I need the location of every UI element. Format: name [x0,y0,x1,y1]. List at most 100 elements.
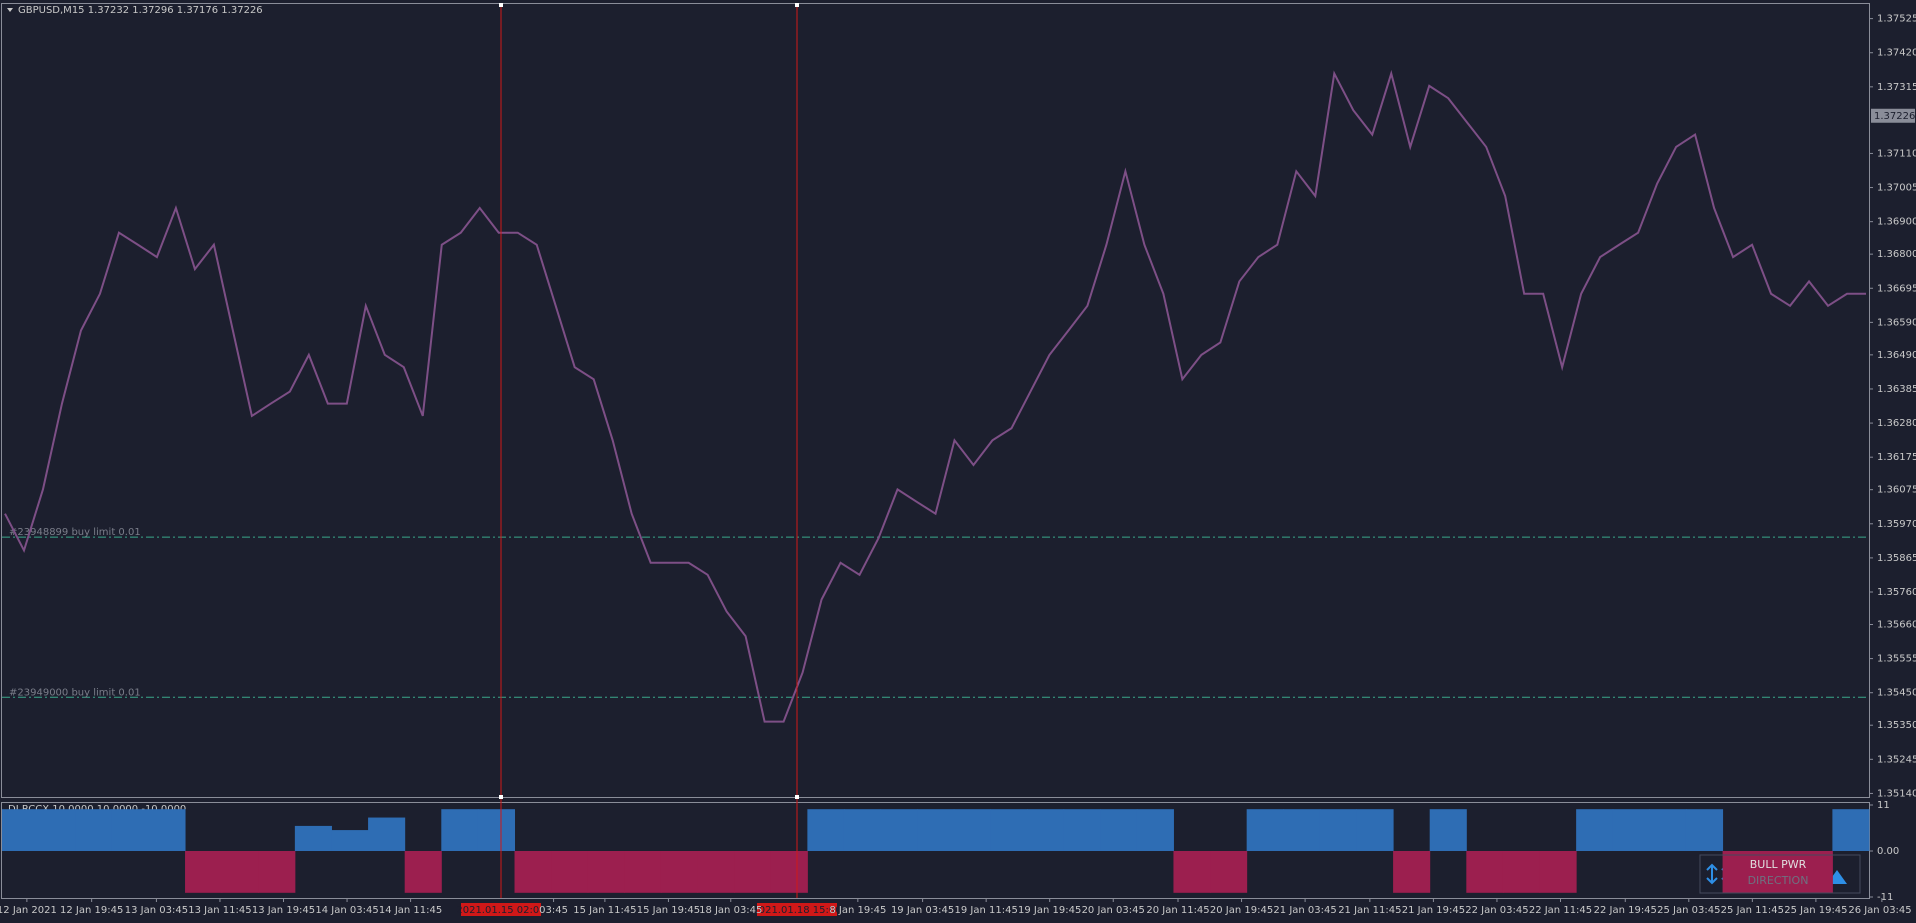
oscillator-bar [1356,809,1394,851]
y-tick-label: 1.35660 [1877,619,1916,630]
y-tick-label: 1.35970 [1877,519,1916,530]
x-tick-label: 25 Jan 03:45 [1657,905,1720,916]
oscillator-bar [514,851,552,893]
oscillator-bar [258,851,296,893]
oscillator-bar [1246,809,1284,851]
x-tick-label: 12 Jan 2021 [0,905,57,916]
y-tick-label: 1.36590 [1877,317,1916,328]
y-tick-label: 1.37525 [1877,14,1916,25]
y-tick-label: 1.37005 [1877,183,1916,194]
x-tick-label: 21 Jan 03:45 [1273,905,1336,916]
y-tick-label: 1.37110 [1877,148,1916,159]
oscillator-bar [624,851,662,893]
x-tick-label: 18 Jan 03:45 [699,905,762,916]
oscillator-bar [953,809,991,851]
oscillator-bar [1685,809,1724,851]
oscillator-bar [294,825,332,851]
x-tick-label: 19 Jan 11:45 [954,905,1017,916]
y-tick-label: 1.35350 [1877,720,1916,731]
oscillator-bar [111,809,149,851]
x-tick-label: 03:45 [539,905,568,916]
x-tick-label: 20 Jan 19:45 [1210,905,1273,916]
oscillator-bar [441,809,479,851]
x-tick-label: 15 Jan 11:45 [573,905,636,916]
oscillator-bar [1759,851,1797,893]
y-tick-label: 1.36695 [1877,283,1916,294]
cursor-handle [795,795,799,799]
current-price-box [1871,108,1915,123]
oscillator-bar [734,851,772,893]
current-price: 1.37226 [1874,111,1915,122]
oscillator-bar [1612,809,1650,851]
y-tick-label: 1.36280 [1877,418,1916,429]
x-tick-label: 14 Jan 11:45 [379,905,442,916]
y-tick-label: 1.36490 [1877,350,1916,361]
y-tick-label: 0.00 [1877,846,1899,857]
x-tick-label: 8 Jan 19:45 [829,905,886,916]
x-tick-label: 22 Jan 03:45 [1465,905,1528,916]
x-tick-label: 21 Jan 11:45 [1338,905,1401,916]
y-tick-label: 1.36385 [1877,384,1916,395]
cursor-handle [499,3,503,7]
x-tick-label: 25 Jan 11:45 [1721,905,1784,916]
oscillator-bar [1502,851,1541,893]
x-tick-label: 20 Jan 11:45 [1146,905,1209,916]
oscillator-bar [1210,851,1248,893]
oscillator-bar [75,809,113,851]
x-tick-label: 22 Jan 11:45 [1529,905,1592,916]
oscillator-bar [1832,809,1870,851]
x-tick-label: 14 Jan 03:45 [315,905,378,916]
oscillator-bar [1100,809,1138,851]
panel-label: BULL PWR [1750,858,1807,871]
oscillator-bar [404,851,442,893]
x-tick-label: 22 Jan 19:45 [1594,905,1657,916]
x-tick-label: 15 Jan 19:45 [637,905,700,916]
oscillator-bar [38,809,76,851]
oscillator-bar [1466,851,1504,893]
x-tick-label: 25 Jan 19:45 [1784,905,1847,916]
oscillator-bar [917,809,955,851]
order-label: #23949000 buy limit 0.01 [9,687,141,698]
oscillator-bar [770,851,808,893]
x-tick-label: 13 Jan 03:45 [125,905,188,916]
oscillator-bar [1576,809,1614,851]
y-tick-label: 1.35760 [1877,587,1916,598]
y-tick-label: 1.37315 [1877,82,1916,93]
cursor-label-box [461,903,541,916]
oscillator-bar [368,817,406,851]
oscillator-bar [1722,851,1760,893]
oscillator-bar [807,809,845,851]
oscillator-bar [697,851,735,893]
x-tick-label: 13 Jan 11:45 [188,905,251,916]
cursor-label-box [757,903,837,916]
oscillator-bar [843,809,882,851]
oscillator-bar [551,851,589,893]
oscillator-bar [1173,851,1211,893]
cursor-label: 2021.01.15 02:00 [456,905,545,916]
x-tick-label: 19 Jan 19:45 [1018,905,1081,916]
y-tick-label: 1.35450 [1877,688,1916,699]
oscillator-bar [221,851,259,893]
oscillator-bar [1795,851,1833,893]
oscillator-bar [660,851,699,893]
menu-arrow[interactable] [7,8,13,12]
oscillator-bar [1063,809,1101,851]
y-tick-label: 1.37420 [1877,48,1916,59]
y-tick-label: 1.35245 [1877,754,1916,765]
oscillator-bar [1319,809,1357,851]
y-tick-label: 1.36900 [1877,217,1916,228]
x-tick-label: 13 Jan 19:45 [252,905,315,916]
cursor-handle [795,3,799,7]
y-tick-label: 11 [1877,800,1890,811]
x-tick-label: 26 Jan 03:45 [1848,905,1911,916]
oscillator-bar [587,851,625,893]
oscillator-bar [331,830,369,851]
oscillator-bar [185,851,223,893]
oscillator-bar [1283,809,1321,851]
cursor-handle [499,795,503,799]
y-tick-label: -11 [1877,892,1893,903]
symbol-info: GBPUSD,M15 1.37232 1.37296 1.37176 1.372… [18,5,263,16]
